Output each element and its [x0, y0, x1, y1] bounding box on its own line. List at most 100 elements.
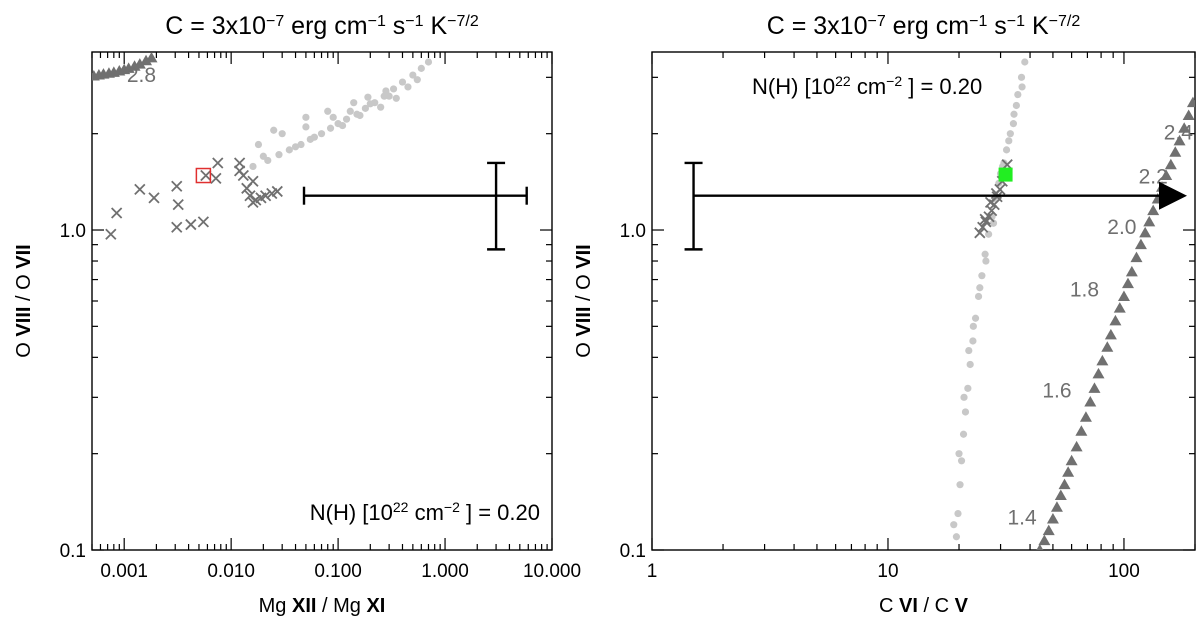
data-point-triangle [1164, 158, 1177, 170]
highlight-square [998, 167, 1013, 182]
x-tick-label: 0.001 [100, 561, 148, 582]
curve-label: 2.4 [1164, 121, 1194, 144]
data-point-dot [959, 430, 968, 438]
data-point-dot [317, 130, 326, 138]
x-tick-label: 1.000 [421, 561, 469, 582]
data-point-triangle [1182, 109, 1195, 120]
data-point-dot [285, 146, 293, 154]
data-point-triangle [1096, 354, 1109, 366]
data-point-dot [377, 103, 385, 111]
data-point-dot [981, 250, 989, 258]
data-point-triangle [1062, 466, 1075, 477]
data-point-triangle [1058, 478, 1071, 490]
data-point-dot [424, 58, 433, 66]
data-point-dot [361, 104, 369, 112]
data-point-dot [1018, 83, 1026, 91]
lower-limit-arrowhead [1159, 181, 1188, 210]
data-point-dot [278, 130, 286, 138]
data-point-dot [417, 64, 425, 72]
x-tick-label: 0.100 [314, 561, 362, 582]
data-point-dot [1021, 58, 1029, 66]
data-point-cross [212, 157, 224, 169]
data-point-triangle [1139, 226, 1152, 238]
data-point-triangle [1134, 238, 1147, 250]
data-point-triangle [1143, 215, 1156, 227]
chart-title: C = 3x10−7 erg cm−1 s−1 K−7/2 [165, 12, 479, 40]
data-point-cross [185, 218, 197, 231]
data-point-triangle [1113, 302, 1126, 313]
data-point-dot [324, 107, 332, 115]
data-point-cross [237, 169, 249, 182]
data-point-triangle [1042, 524, 1055, 536]
data-point-dot [310, 133, 318, 141]
data-point-triangle [1070, 440, 1083, 452]
curve-label: 1.6 [1042, 379, 1071, 402]
data-point-dot [961, 408, 970, 416]
y-tick-label: 1.0 [620, 221, 646, 242]
x-tick-label: 100 [1108, 561, 1140, 582]
chart-title: C = 3x10−7 erg cm−1 s−1 K−7/2 [767, 12, 1081, 40]
data-point-triangle [1125, 265, 1138, 277]
data-point-dot [364, 93, 372, 101]
data-layer [950, 58, 1195, 550]
chart-panel-2: 1 10 100 0.1 1.0 C = 3x10−7 erg cm−1 s−1 K−7/… [573, 12, 1196, 617]
data-point-cross [977, 221, 989, 233]
data-point-triangle [1160, 169, 1173, 181]
plot-frame [91, 51, 553, 551]
data-point-dot [989, 219, 998, 227]
plot-frame [651, 51, 1196, 551]
data-point-dot [974, 292, 983, 301]
data-point-dot [1010, 110, 1018, 118]
data-point-dot [413, 76, 421, 84]
data-point-dot [404, 83, 412, 91]
curve-label: 1.4 [1007, 507, 1037, 530]
data-point-dot [1014, 90, 1022, 99]
data-point-triangle [1117, 290, 1130, 301]
data-point-dot [382, 87, 390, 95]
data-point-triangle [1169, 146, 1182, 157]
data-point-triangle [145, 52, 158, 63]
data-point-dot [965, 346, 973, 355]
data-point-cross [111, 207, 123, 219]
data-point-cross [980, 216, 992, 228]
data-point-cross [171, 221, 183, 233]
curve-label: 2.0 [1107, 216, 1136, 239]
data-point-triangle [1109, 314, 1122, 326]
data-point-cross [148, 192, 160, 204]
data-point-dot [955, 450, 963, 458]
data-point-dot [302, 123, 310, 131]
data-point-dot [952, 533, 961, 541]
data-point-triangle [1147, 204, 1160, 216]
data-point-dot [249, 162, 257, 171]
data-point-cross [247, 175, 259, 187]
data-point-triangle [1065, 454, 1078, 466]
data-point-dot [302, 113, 310, 121]
data-point-dot [329, 113, 337, 121]
data-point-triangle [1130, 251, 1143, 263]
data-point-dot [971, 314, 980, 322]
data-point-cross [200, 169, 212, 182]
data-point-dot [326, 124, 335, 132]
curve-label: 1.8 [1070, 278, 1099, 301]
data-point-dot [270, 126, 278, 134]
data-point-dot [1009, 120, 1018, 128]
data-point-dot [964, 384, 972, 392]
data-point-dot [1002, 146, 1011, 154]
data-point-cross [171, 180, 183, 192]
data-point-dot [385, 92, 393, 100]
data-point-dot [342, 115, 351, 123]
data-point-dot [409, 71, 417, 79]
data-point-cross [979, 213, 991, 225]
y-axis-title: O VIII / O VII [13, 244, 35, 357]
data-point-dot [297, 140, 305, 149]
curve-label: 2.8 [127, 64, 156, 87]
error-bar [684, 161, 1188, 251]
data-point-cross [105, 228, 117, 240]
error-bar [302, 161, 528, 251]
data-point-triangle [1046, 512, 1059, 524]
column-density-annotation: N(H) [1022 cm−2 ] = 0.20 [310, 499, 540, 525]
data-point-dot [969, 322, 977, 330]
data-point-dot [1006, 130, 1014, 138]
data-point-dot [1000, 159, 1008, 167]
